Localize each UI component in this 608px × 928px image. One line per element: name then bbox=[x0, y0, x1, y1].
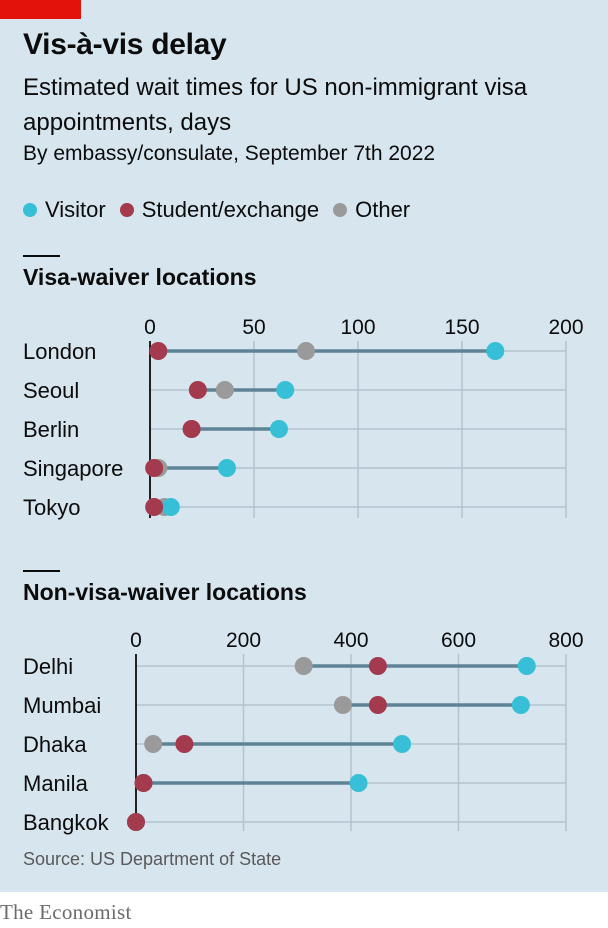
dot-student-exchange-0-3 bbox=[145, 459, 164, 477]
dot-student-exchange-1-1 bbox=[368, 696, 387, 714]
dot-other-1-0 bbox=[294, 657, 313, 675]
legend-label-student: Student/exchange bbox=[141, 197, 320, 222]
dot-student-exchange-0-2 bbox=[182, 420, 201, 438]
section-title-visa-waiver: Visa-waiver locations bbox=[23, 264, 257, 290]
legend: Visitor Student/exchange Other bbox=[23, 197, 424, 223]
legend-label-visitor: Visitor bbox=[45, 197, 106, 222]
tick-label-1-2: 400 bbox=[333, 629, 368, 652]
legend-label-other: Other bbox=[355, 197, 411, 222]
tick-label-1-0: 0 bbox=[130, 629, 142, 652]
legend-swatch-student bbox=[119, 203, 134, 217]
dot-student-exchange-1-0 bbox=[368, 657, 387, 675]
dot-plot-svg: 0 50 100 150 200 London Seoul Berlin Singapore To… bbox=[23, 316, 584, 835]
category-label-0-4: Tokyo bbox=[23, 495, 80, 520]
chart-subtitle: Estimated wait times for US non-immigran… bbox=[23, 74, 528, 136]
dot-student-exchange-0-4 bbox=[145, 498, 164, 516]
dot-other-1-1 bbox=[333, 696, 352, 714]
chart-title: Vis-à-vis delay bbox=[23, 28, 227, 61]
dot-visitor-0-4 bbox=[161, 498, 180, 516]
section-rule-1 bbox=[23, 255, 60, 257]
dot-other-0-0 bbox=[297, 342, 315, 360]
dot-other-0-1 bbox=[215, 381, 234, 399]
legend-item-other: Other bbox=[333, 197, 410, 223]
brand-wordmark: The Economist bbox=[0, 900, 132, 924]
tick-label-0-1: 50 bbox=[242, 316, 265, 339]
dot-visitor-0-0 bbox=[486, 342, 505, 360]
category-label-0-2: Berlin bbox=[23, 417, 79, 442]
category-label-0-1: Seoul bbox=[23, 378, 79, 403]
dot-visitor-1-0 bbox=[517, 657, 536, 675]
legend-item-visitor: Visitor bbox=[23, 197, 106, 223]
category-label-0-0: London bbox=[23, 339, 96, 364]
tick-label-0-0: 0 bbox=[144, 316, 156, 339]
tick-label-0-2: 100 bbox=[340, 316, 375, 339]
dot-student-exchange-0-1 bbox=[188, 381, 207, 399]
section-title-non-visa-waiver: Non-visa-waiver locations bbox=[23, 579, 307, 605]
source-note: Source: US Department of State bbox=[23, 849, 282, 869]
dot-student-exchange-1-3 bbox=[134, 774, 153, 792]
dot-visitor-0-1 bbox=[276, 381, 295, 399]
dot-visitor-1-1 bbox=[511, 696, 530, 714]
legend-swatch-other bbox=[333, 203, 348, 217]
category-label-1-3: Manila bbox=[23, 771, 89, 796]
category-label-1-4: Bangkok bbox=[23, 810, 110, 835]
section-rule-2 bbox=[23, 570, 60, 572]
tick-label-0-3: 150 bbox=[444, 316, 479, 339]
dot-visitor-0-3 bbox=[217, 459, 236, 477]
brand-red-tag bbox=[0, 0, 81, 19]
category-label-1-2: Dhaka bbox=[23, 732, 87, 757]
tick-label-1-1: 200 bbox=[226, 629, 261, 652]
dot-student-exchange-0-0 bbox=[149, 342, 168, 360]
dot-visitor-1-2 bbox=[393, 735, 412, 753]
tick-label-0-4: 200 bbox=[548, 316, 583, 339]
dot-visitor-0-2 bbox=[269, 420, 288, 438]
dot-visitor-1-3 bbox=[349, 774, 368, 792]
category-label-1-0: Delhi bbox=[23, 654, 73, 679]
dot-other-1-2 bbox=[144, 735, 163, 753]
tick-label-1-3: 600 bbox=[441, 629, 476, 652]
tick-label-1-4: 800 bbox=[548, 629, 583, 652]
category-label-1-1: Mumbai bbox=[23, 693, 101, 718]
dot-student-exchange-1-4 bbox=[127, 813, 145, 831]
legend-item-student: Student/exchange bbox=[119, 197, 320, 223]
category-label-0-3: Singapore bbox=[23, 456, 123, 481]
chart-byline: By embassy/consulate, September 7th 2022 bbox=[23, 142, 436, 165]
dot-student-exchange-1-2 bbox=[175, 735, 194, 753]
legend-swatch-visitor bbox=[23, 203, 37, 217]
